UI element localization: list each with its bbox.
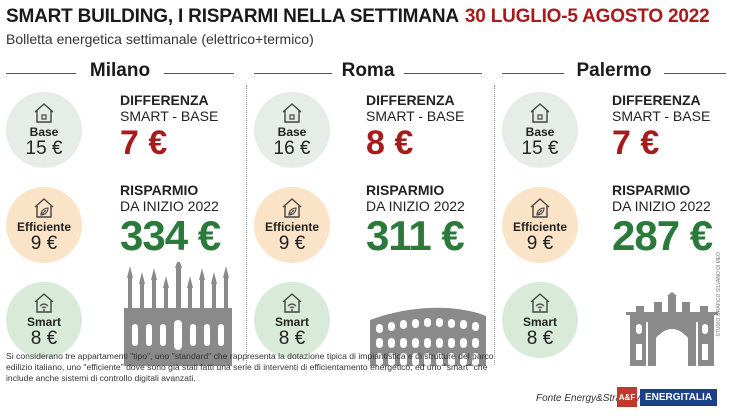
wifi-house-icon <box>282 293 302 313</box>
savings-heading: RISPARMIO <box>366 182 445 198</box>
colosseum-illustration <box>370 307 486 366</box>
house-icon <box>34 103 54 123</box>
page-subtitle: Bolletta energetica settimanale (elettri… <box>6 31 314 47</box>
logo-text: ENERGITALIA <box>640 388 718 406</box>
city-column-milano: Milano Base 15 € Efficiente 9 € Smart 8 … <box>6 56 246 366</box>
studio-credit: STUDIO GRAFICO SILVANO DI MEO <box>716 252 722 337</box>
savings-value: 287 € <box>612 212 713 259</box>
name-rule-left <box>254 73 332 74</box>
city-name: Milano <box>6 60 234 82</box>
savings-heading: RISPARMIO <box>120 182 199 198</box>
smart-value: 8 € <box>30 328 58 349</box>
savings-value: 334 € <box>120 212 221 259</box>
name-rule-right <box>404 73 482 74</box>
city-column-roma: Roma Base 16 € Efficiente 9 € Smart 8 € … <box>254 56 494 366</box>
smart-value: 8 € <box>526 328 554 349</box>
difference-value: 7 € <box>612 124 660 162</box>
difference-value: 7 € <box>120 124 168 162</box>
smart-label: Smart <box>274 315 309 329</box>
city-name: Roma <box>254 60 482 82</box>
name-rule-right <box>164 73 234 74</box>
publisher-logo: A&F ENERGITALIA <box>617 386 718 408</box>
date-range: 30 LUGLIO-5 AGOSTO 2022 <box>464 6 710 27</box>
name-rule-right <box>664 73 726 74</box>
smart-circle: Smart 8 € <box>502 282 578 358</box>
house-icon <box>530 103 550 123</box>
difference-value: 8 € <box>366 124 414 162</box>
base-circle: Base 15 € <box>502 92 578 168</box>
efficient-value: 9 € <box>278 233 306 254</box>
difference-heading: DIFFERENZA <box>366 92 455 108</box>
difference-subheading: SMART - BASE <box>366 108 465 124</box>
efficient-label: Efficiente <box>264 220 319 234</box>
title-bar: SMART BUILDING, I RISPARMI NELLA SETTIMA… <box>6 6 710 28</box>
city-column-palermo: Palermo Base 15 € Efficiente 9 € Smart 8… <box>502 56 735 366</box>
base-value: 16 € <box>273 138 311 159</box>
smart-label: Smart <box>522 315 557 329</box>
smart-circle: Smart 8 € <box>6 282 82 358</box>
leaf-house-icon <box>530 198 550 218</box>
savings-subheading: DA INIZIO 2022 <box>366 198 465 214</box>
efficient-circle: Efficiente 9 € <box>254 187 330 263</box>
efficient-label: Efficiente <box>512 220 567 234</box>
page-title: SMART BUILDING, I RISPARMI NELLA SETTIMA… <box>6 6 459 27</box>
source-note: Fonte Energy&Strategy <box>536 393 640 404</box>
logo-mark: A&F <box>617 387 637 407</box>
efficient-label: Efficiente <box>16 220 71 234</box>
wifi-house-icon <box>530 293 550 313</box>
base-label: Base <box>29 125 59 139</box>
difference-subheading: SMART - BASE <box>120 108 219 124</box>
leaf-house-icon <box>34 198 54 218</box>
name-rule-left <box>502 73 564 74</box>
difference-heading: DIFFERENZA <box>120 92 209 108</box>
base-label: Base <box>525 125 555 139</box>
name-rule-left <box>6 73 76 74</box>
city-name: Palermo <box>502 60 726 82</box>
footnote: Si considerano tre appartamenti "tipo", … <box>6 351 494 383</box>
column-divider <box>494 85 495 365</box>
savings-value: 311 € <box>366 212 465 259</box>
efficient-circle: Efficiente 9 € <box>6 187 82 263</box>
savings-heading: RISPARMIO <box>612 182 691 198</box>
leaf-house-icon <box>282 198 302 218</box>
house-icon <box>282 103 302 123</box>
smart-label: Smart <box>26 315 61 329</box>
base-value: 15 € <box>25 138 63 159</box>
difference-heading: DIFFERENZA <box>612 92 701 108</box>
base-circle: Base 15 € <box>6 92 82 168</box>
efficient-circle: Efficiente 9 € <box>502 187 578 263</box>
base-label: Base <box>277 125 307 139</box>
column-divider <box>246 85 247 365</box>
efficient-value: 9 € <box>30 233 58 254</box>
smart-circle: Smart 8 € <box>254 282 330 358</box>
smart-value: 8 € <box>278 328 306 349</box>
base-value: 15 € <box>521 138 559 159</box>
milan-cathedral-illustration <box>124 262 232 366</box>
savings-subheading: DA INIZIO 2022 <box>612 198 711 214</box>
palermo-gate-illustration <box>626 292 718 366</box>
wifi-house-icon <box>34 293 54 313</box>
efficient-value: 9 € <box>526 233 554 254</box>
savings-subheading: DA INIZIO 2022 <box>120 198 219 214</box>
base-circle: Base 16 € <box>254 92 330 168</box>
difference-subheading: SMART - BASE <box>612 108 711 124</box>
